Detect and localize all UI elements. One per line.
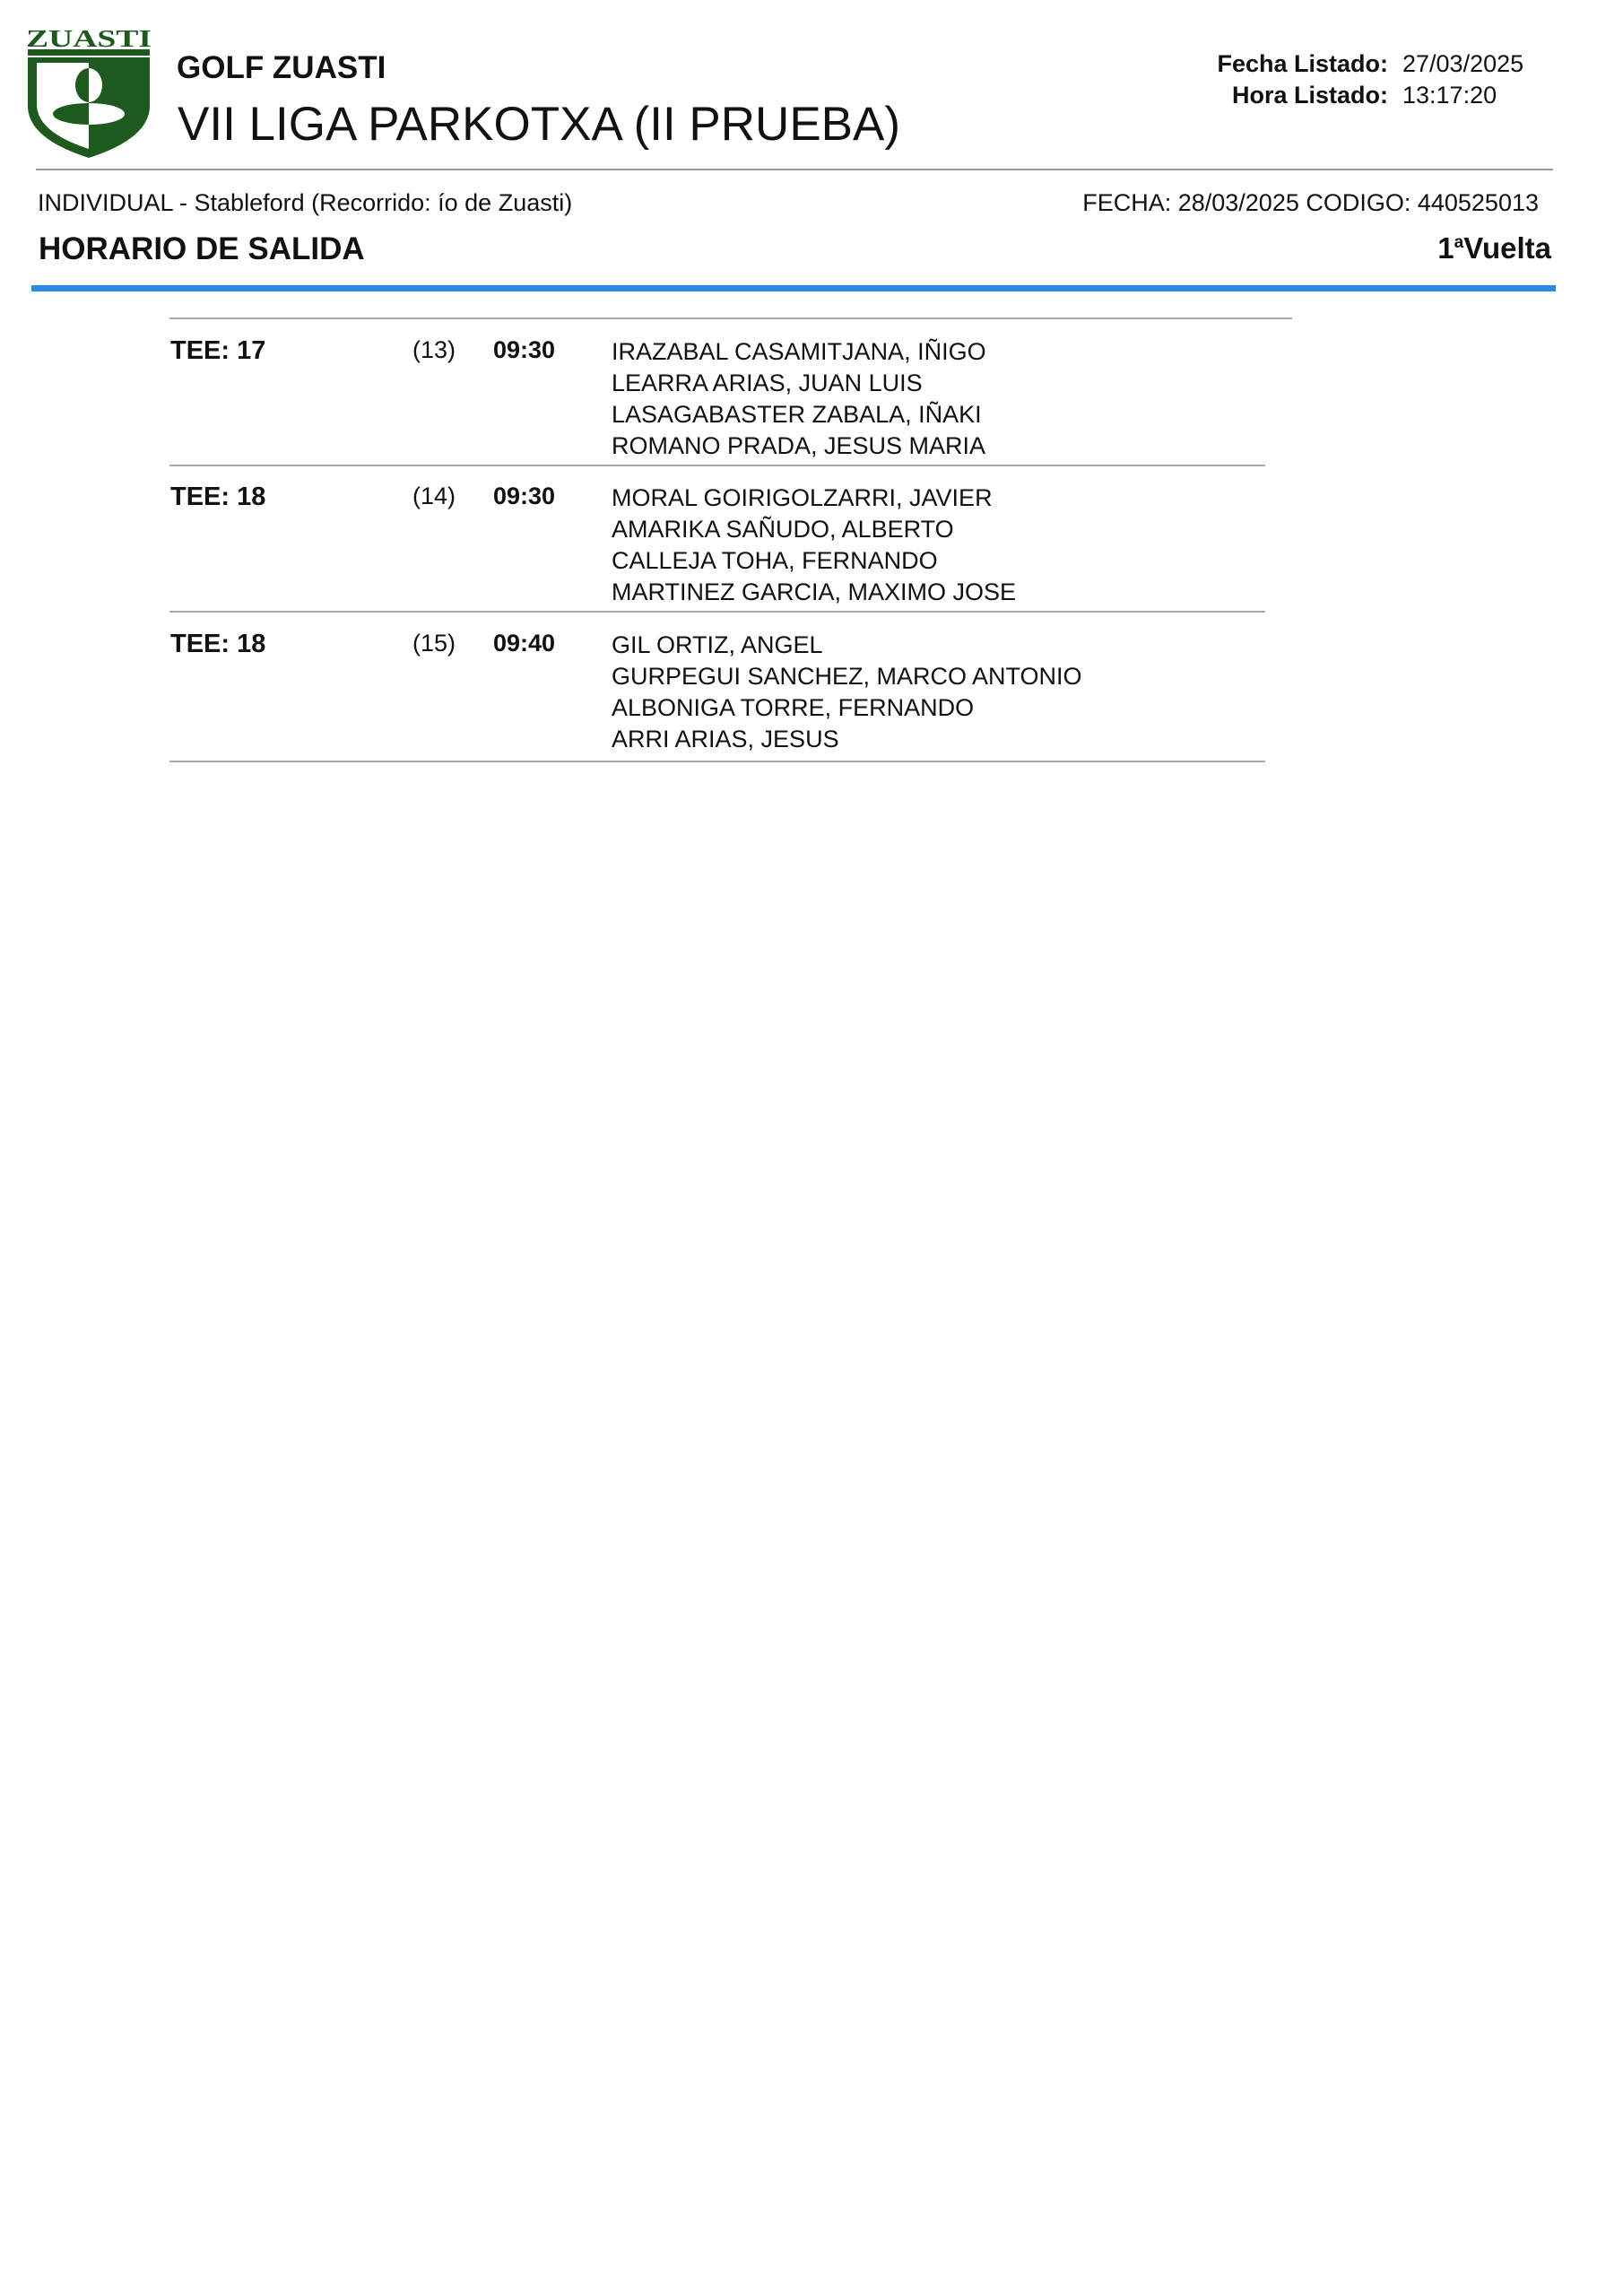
start-time: 09:30	[493, 483, 556, 509]
section-divider	[31, 285, 1556, 291]
hora-listado-label: Hora Listado:	[1231, 82, 1388, 109]
round-word: Vuelta	[1463, 231, 1551, 265]
svg-text:ZUASTI: ZUASTI	[26, 27, 152, 52]
modality-text: INDIVIDUAL - Stableford (Recorrido: ío d…	[38, 189, 573, 216]
group-number: (14)	[412, 483, 456, 509]
start-time: 09:40	[493, 630, 556, 657]
player-name: IRAZABAL CASAMITJANA, IÑIGO	[612, 338, 986, 365]
player-name: ALBONIGA TORRE, FERNANDO	[612, 694, 975, 721]
player-name: LASAGABASTER ZABALA, IÑAKI	[612, 401, 982, 428]
round-label: 1aVuelta	[1437, 231, 1551, 265]
group-number: (15)	[412, 630, 456, 657]
group-number: (13)	[412, 336, 456, 363]
fecha-codigo: FECHA: 28/03/2025 CODIGO: 440525013	[1082, 189, 1539, 216]
fecha-listado-label: Fecha Listado:	[1217, 50, 1388, 77]
player-list: MORAL GOIRIGOLZARRI, JAVIER AMARIKA SAÑU…	[612, 483, 1016, 608]
round-ordinal: a	[1454, 233, 1464, 252]
event-title: VII LIGA PARKOTXA (II PRUEBA)	[178, 98, 901, 151]
player-name: CALLEJA TOHA, FERNANDO	[612, 547, 938, 574]
row-divider	[169, 611, 1265, 613]
player-name: LEARRA ARIAS, JUAN LUIS	[612, 370, 923, 396]
header-divider	[36, 169, 1553, 170]
row-divider	[169, 465, 1265, 466]
tee-label: TEE: 18	[170, 483, 266, 511]
tee-label: TEE: 17	[170, 336, 266, 365]
player-name: GURPEGUI SANCHEZ, MARCO ANTONIO	[612, 663, 1082, 690]
club-logo: ZUASTI	[26, 27, 152, 158]
tee-label: TEE: 18	[170, 630, 266, 658]
table-top-line	[169, 317, 1292, 319]
player-name: AMARIKA SAÑUDO, ALBERTO	[612, 516, 954, 543]
player-list: IRAZABAL CASAMITJANA, IÑIGO LEARRA ARIAS…	[612, 336, 986, 462]
player-list: GIL ORTIZ, ANGEL GURPEGUI SANCHEZ, MARCO…	[612, 630, 1082, 755]
start-time: 09:30	[493, 336, 556, 363]
player-name: MORAL GOIRIGOLZARRI, JAVIER	[612, 484, 993, 511]
player-name: ARRI ARIAS, JESUS	[612, 726, 839, 752]
row-divider	[169, 761, 1265, 762]
player-name: MARTINEZ GARCIA, MAXIMO JOSE	[612, 578, 1017, 605]
section-title: HORARIO DE SALIDA	[39, 231, 365, 266]
club-name: GOLF ZUASTI	[177, 50, 386, 85]
round-number: 1	[1437, 231, 1454, 265]
player-name: ROMANO PRADA, JESUS MARIA	[612, 432, 986, 459]
player-name: GIL ORTIZ, ANGEL	[612, 631, 823, 658]
fecha-listado-value: 27/03/2025	[1402, 50, 1524, 77]
hora-listado-value: 13:17:20	[1402, 82, 1497, 109]
